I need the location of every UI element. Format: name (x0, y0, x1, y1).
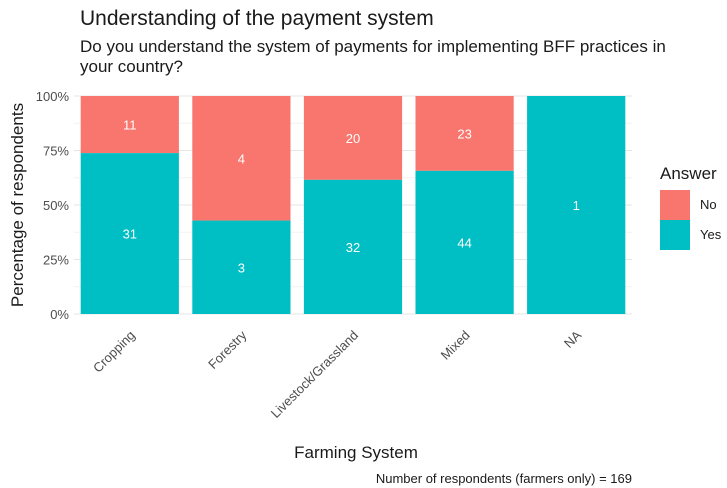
x-tick-label: Forestry (205, 327, 250, 372)
chart-title: Understanding of the payment system (80, 7, 434, 30)
bar-group (80, 96, 626, 314)
legend-label-no: No (700, 197, 717, 212)
bar-yes-forestry (192, 220, 291, 314)
chart-caption: Number of respondents (farmers only) = 1… (375, 471, 632, 486)
data-label-no: 4 (238, 151, 245, 166)
y-tick-label: 100% (36, 89, 70, 104)
x-tick-label: Livestock/Grassland (268, 328, 361, 421)
y-tick-label: 0% (50, 307, 69, 322)
bar-no-mixed (415, 96, 514, 171)
bar-no-cropping (80, 96, 179, 154)
data-label-yes: 1 (573, 198, 580, 213)
data-label-no: 23 (457, 126, 471, 141)
bar-yes-na (527, 96, 626, 314)
bar-no-livestock-grassland (303, 96, 403, 180)
x-axis-label: Farming System (294, 443, 418, 462)
data-label-yes: 32 (346, 240, 360, 255)
data-label-no: 11 (123, 118, 137, 133)
data-label-group: 11 31 4 3 20 32 23 44 1 (123, 118, 580, 276)
x-tick-label: Mixed (438, 328, 473, 363)
y-axis-label: Percentage of respondents (8, 103, 27, 307)
x-tick-label: Cropping (90, 328, 138, 376)
bar-yes-cropping (80, 153, 179, 314)
legend-label-yes: Yes (700, 227, 722, 242)
bar-yes-mixed (415, 170, 514, 314)
legend-key-yes (660, 220, 690, 250)
chart-subtitle: Do you understand the system of payments… (80, 37, 666, 76)
x-tick-label: NA (561, 327, 585, 351)
data-label-no: 20 (346, 131, 360, 146)
data-label-yes: 31 (123, 227, 137, 242)
bar-yes-livestock-grassland (303, 179, 403, 314)
x-tick-group: Cropping Forestry Livestock/Grassland Mixed… (90, 327, 585, 421)
data-label-yes: 3 (238, 260, 245, 275)
legend-title: Answer (660, 164, 717, 183)
y-tick-label: 25% (43, 253, 69, 268)
y-tick-label: 50% (43, 198, 69, 213)
legend-key-no (660, 190, 690, 220)
data-label-yes: 44 (457, 235, 471, 250)
bar-no-forestry (192, 96, 291, 221)
y-tick-group: 0% 25% 50% 75% 100% (36, 89, 70, 322)
y-tick-label: 75% (43, 144, 69, 159)
